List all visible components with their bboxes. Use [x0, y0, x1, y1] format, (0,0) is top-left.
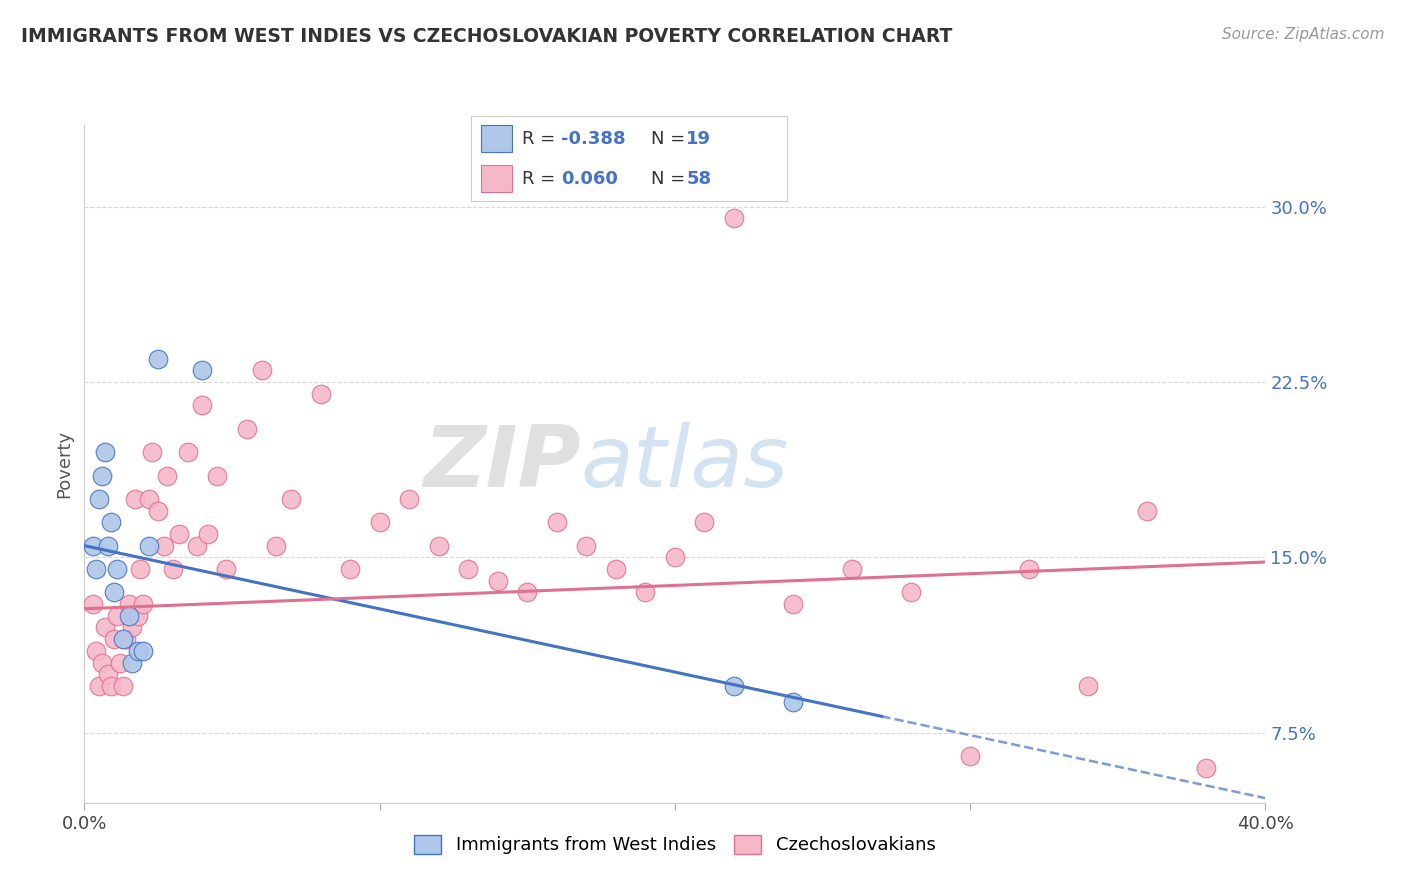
Point	[84, 644, 107, 658]
Point	[368, 516, 391, 530]
Bar	[481, 125, 512, 153]
Bar	[481, 165, 512, 192]
Text: -0.388: -0.388	[561, 130, 626, 148]
Point	[138, 539, 160, 553]
Point	[723, 211, 745, 226]
Point	[103, 585, 125, 599]
Point	[124, 491, 146, 506]
Point	[280, 491, 302, 506]
Point	[1136, 503, 1159, 517]
Point	[153, 539, 176, 553]
Point	[156, 468, 179, 483]
Text: R =: R =	[522, 130, 561, 148]
Point	[605, 562, 627, 576]
Point	[127, 608, 149, 623]
Point	[87, 679, 111, 693]
Point	[634, 585, 657, 599]
Legend: Immigrants from West Indies, Czechoslovakians: Immigrants from West Indies, Czechoslova…	[408, 828, 942, 862]
Point	[191, 398, 214, 412]
Point	[148, 503, 170, 517]
Point	[782, 695, 804, 709]
Text: ZIP: ZIP	[423, 422, 581, 506]
Point	[841, 562, 863, 576]
Point	[82, 539, 104, 553]
Point	[215, 562, 238, 576]
Point	[105, 608, 128, 623]
Point	[94, 620, 117, 634]
Point	[1077, 679, 1099, 693]
Point	[148, 351, 170, 366]
Point	[723, 679, 745, 693]
Point	[205, 468, 228, 483]
Point	[138, 491, 160, 506]
Point	[900, 585, 922, 599]
Point	[250, 363, 273, 377]
Text: N =: N =	[651, 130, 692, 148]
Point	[167, 527, 190, 541]
Point	[118, 597, 141, 611]
Point	[132, 644, 155, 658]
Point	[575, 539, 598, 553]
Point	[309, 386, 332, 401]
Point	[132, 597, 155, 611]
Point	[177, 445, 200, 459]
Point	[127, 644, 149, 658]
Point	[486, 574, 509, 588]
Point	[162, 562, 184, 576]
Point	[91, 656, 114, 670]
Point	[516, 585, 538, 599]
Point	[111, 679, 134, 693]
Point	[121, 656, 143, 670]
Point	[129, 562, 152, 576]
Point	[84, 562, 107, 576]
Point	[118, 608, 141, 623]
Point	[546, 516, 568, 530]
Point	[457, 562, 479, 576]
Point	[111, 632, 134, 647]
Point	[103, 632, 125, 647]
Point	[191, 363, 214, 377]
Point	[105, 562, 128, 576]
Point	[82, 597, 104, 611]
Point	[186, 539, 208, 553]
Point	[141, 445, 163, 459]
Point	[264, 539, 288, 553]
Point	[97, 539, 120, 553]
Point	[664, 550, 686, 565]
Point	[339, 562, 361, 576]
Text: 58: 58	[686, 169, 711, 187]
Point	[1195, 761, 1218, 775]
Point	[100, 679, 122, 693]
Text: Source: ZipAtlas.com: Source: ZipAtlas.com	[1222, 27, 1385, 42]
Point	[97, 667, 120, 681]
Point	[114, 632, 136, 647]
Point	[87, 491, 111, 506]
Point	[197, 527, 219, 541]
Point	[94, 445, 117, 459]
Text: IMMIGRANTS FROM WEST INDIES VS CZECHOSLOVAKIAN POVERTY CORRELATION CHART: IMMIGRANTS FROM WEST INDIES VS CZECHOSLO…	[21, 27, 952, 45]
Point	[235, 422, 259, 436]
Text: 19: 19	[686, 130, 711, 148]
Text: R =: R =	[522, 169, 561, 187]
Point	[782, 597, 804, 611]
Text: 0.060: 0.060	[561, 169, 619, 187]
Text: N =: N =	[651, 169, 692, 187]
Y-axis label: Poverty: Poverty	[55, 430, 73, 498]
Text: atlas: atlas	[581, 422, 789, 506]
Point	[398, 491, 420, 506]
Point	[959, 749, 981, 764]
Point	[108, 656, 131, 670]
Point	[1018, 562, 1040, 576]
Point	[100, 516, 122, 530]
Point	[91, 468, 114, 483]
Point	[121, 620, 143, 634]
Point	[693, 516, 716, 530]
Point	[427, 539, 450, 553]
